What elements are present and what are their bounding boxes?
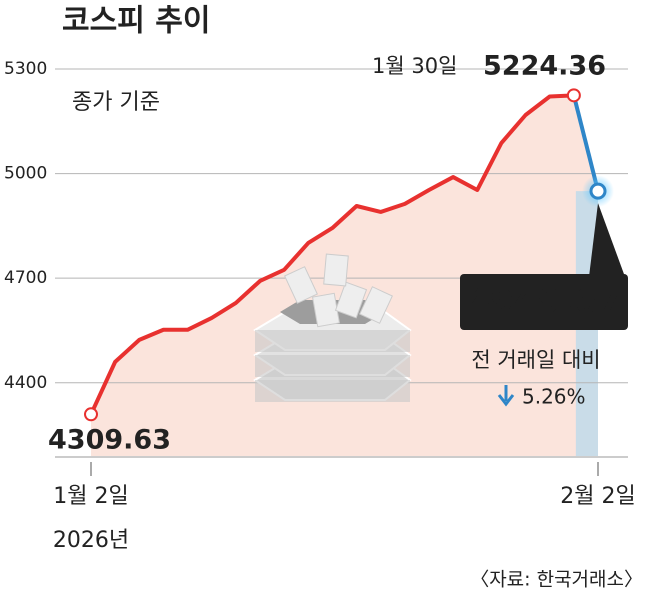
x-year-label: 2026년 [53,528,129,553]
value-label: 4949.67 [467,282,622,322]
icon-paper [334,281,368,319]
point-marker [589,182,607,200]
subtitle: 종가 기준 [72,90,160,115]
line [89,93,574,416]
plot: 4400 4700 5000 5300 4309.63 1월 30일 5224.36 4949… [4,51,636,554]
icon-side [255,330,410,352]
point-marker [566,88,581,103]
y-tick-label: 4400 [4,373,47,393]
y-tick-label: 5300 [4,59,47,79]
annotation: 5.26% [522,385,586,409]
value-label: 5224.36 [483,51,606,82]
icon-paper [323,253,349,287]
x-tick-label: 1월 2일 [53,484,128,509]
point-marker [84,407,98,422]
icon-paper [359,286,393,324]
chart-title: 코스피 추이 [62,4,210,39]
y-tick-label: 5000 [4,164,47,184]
annotation: 전 거래일 대비 [471,348,600,372]
y-tick-label: 4700 [4,268,47,288]
callout-box [460,274,628,330]
icon-paper [284,266,318,304]
source: 〈자료: 한국거래소〉 [470,569,643,591]
callout-pointer [588,203,628,285]
down-arrow [497,385,515,407]
icon [253,253,412,402]
icon-side [255,355,410,377]
icon-side [255,380,410,402]
x-tick-label: 2월 2일 [560,484,635,509]
annotation: 1월 30일 [372,54,457,78]
value-label: 4309.63 [48,425,171,456]
drop-segment [571,94,600,192]
